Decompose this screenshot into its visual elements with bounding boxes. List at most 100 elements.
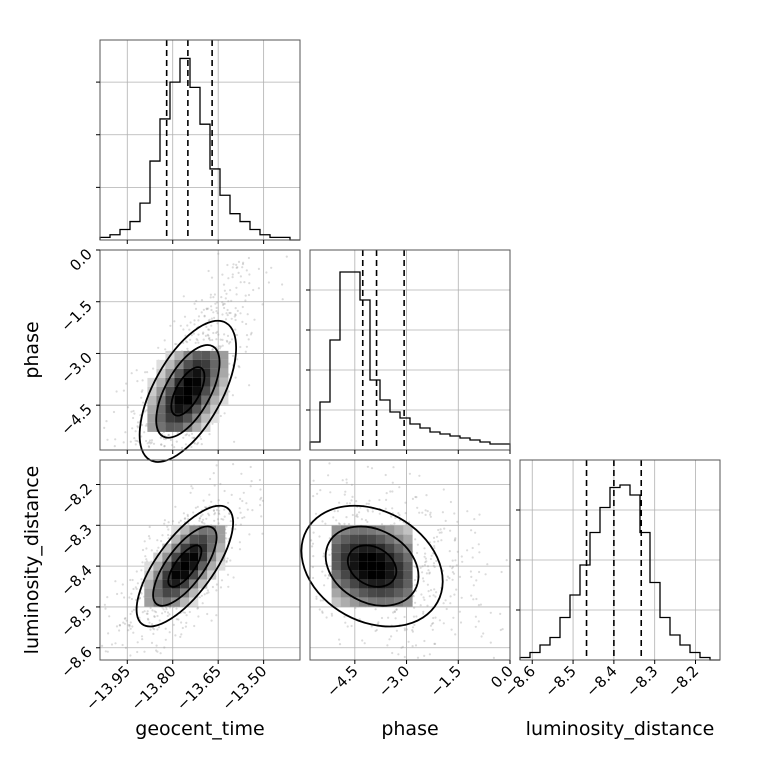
scatter-point [193,442,197,445]
scatter-point [445,579,448,582]
density-cell [165,359,175,369]
scatter-point [212,509,216,512]
scatter-point [391,507,394,510]
scatter-point [449,529,452,532]
scatter-point [452,616,455,619]
scatter-point [434,616,437,619]
scatter-point [230,317,233,320]
scatter-point [175,618,178,621]
scatter-point [386,644,389,647]
scatter-point [236,309,239,312]
scatter-point [207,269,210,273]
scatter-point [247,338,250,341]
scatter-point [141,379,144,382]
scatter-point [161,606,164,609]
scatter-point [430,554,433,557]
density-cell [331,525,341,535]
scatter-point [210,500,213,503]
scatter-point [245,269,248,272]
scatter-point [407,640,410,643]
scatter-point [237,260,241,263]
scatter-point [187,522,190,525]
scatter-point [455,564,458,567]
density-cell [189,543,199,553]
density-cell [394,588,404,598]
scatter-point [159,652,162,655]
scatter-point [343,615,346,618]
density-cell [174,422,184,432]
scatter-point [234,528,237,531]
histogram-luminosity-distance [519,484,720,661]
scatter-point [261,303,264,306]
scatter-point [378,512,381,515]
density-cell [331,570,341,580]
scatter-point [455,588,458,591]
contour-luminosity-distance-vs-geocent-time-1 [152,525,218,607]
scatter-point [228,362,231,365]
density-cell [331,534,341,544]
scatter-point [197,441,200,444]
scatter-point [156,650,159,653]
scatter-point [341,479,344,482]
scatter-point [356,513,359,516]
scatter-point [156,549,159,552]
scatter-point [226,340,229,343]
scatter-point [104,607,107,610]
scatter-point [127,629,130,632]
scatter-point [474,531,477,534]
scatter-point [403,629,406,632]
scatter-point [138,597,141,600]
density-cell [394,552,404,562]
scatter-point [218,509,221,512]
density-cell [171,597,181,607]
scatter-point [403,655,406,659]
density-cell [180,552,190,562]
scatter-point [185,621,188,625]
scatter-point [228,512,231,515]
density-cell [367,588,377,598]
panel-frame-2-0 [99,459,301,661]
scatter-point [202,338,205,341]
scatter-point [428,653,431,656]
scatter-point [121,643,124,647]
scatter-point [215,464,218,467]
scatter-point [411,630,414,633]
scatter-point [216,518,220,521]
density-cell [162,561,172,571]
scatter-point [134,443,137,446]
scatter-point [232,263,235,266]
scatter-point [200,311,203,314]
scatter-point [212,311,215,314]
scatter-point [129,627,132,630]
scatter-point [228,342,231,345]
scatter-point [411,497,414,500]
scatter-point [234,318,237,322]
scatter-point [343,493,346,496]
scatter-point [217,522,220,525]
scatter-point [435,559,438,563]
scatter-point [130,372,133,375]
scatter-point [229,311,232,315]
scatter-point [327,548,330,551]
scatter-point [223,412,226,415]
scatter-point [122,441,125,444]
scatter-point [173,446,176,449]
scatter-point [426,583,429,586]
scatter-point [424,552,427,555]
scatter-point [238,507,241,510]
density-layer [144,350,413,607]
scatter-point [478,570,481,574]
density-cell [201,413,211,423]
scatter-point [239,497,242,500]
density-cell [192,350,202,360]
scatter-point [225,525,228,528]
scatter-point [228,390,231,393]
scatter-point [153,610,156,613]
scatter-point [164,610,167,613]
scatter-point [251,509,254,512]
x-tick-label-0-1: −13.80 [128,662,180,714]
scatter-point [428,571,431,574]
scatter-point [395,608,398,611]
scatter-point [400,646,403,649]
density-cell [189,534,199,544]
